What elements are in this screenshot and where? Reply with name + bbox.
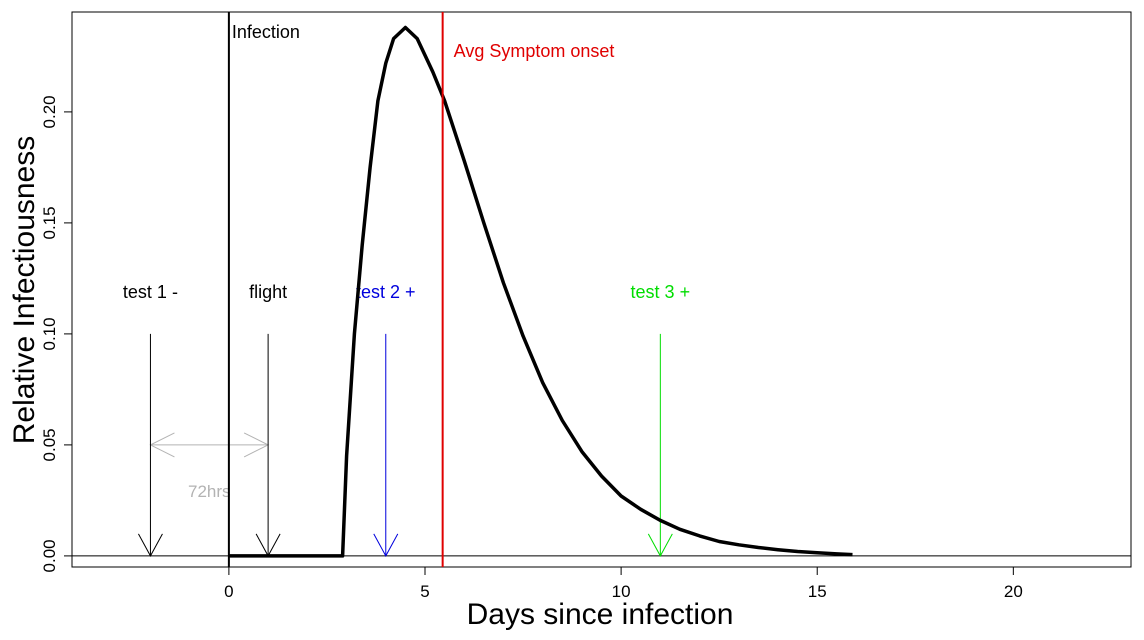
arrow-label: test 2 +: [356, 282, 416, 302]
chart-marks: 0 5 10 15 20 0.00 0.05 0.10 0.15 0.20 72hrs test 1 …: [40, 12, 1131, 601]
x-tick-label: 10: [612, 582, 631, 601]
x-tick-label: 15: [808, 582, 827, 601]
reference-line-label: Infection: [232, 22, 300, 42]
infectiousness-curve: [228, 25, 853, 558]
y-axis-title: Relative Infectiousness: [8, 136, 41, 445]
y-tick-label: 0.20: [40, 95, 59, 128]
arrow-label: flight: [249, 282, 287, 302]
arrow-head: [647, 533, 673, 557]
arrow-head: [138, 533, 163, 557]
arrow-label: test 3 +: [631, 282, 691, 302]
arrow-head: [373, 533, 399, 557]
y-tick-label: 0.00: [40, 539, 59, 572]
x-tick-label: 0: [224, 582, 233, 601]
x-tick-label: 20: [1004, 582, 1023, 601]
x-axis-title: Days since infection: [467, 598, 734, 631]
arrow-label: test 1 -: [123, 282, 178, 302]
interval-label: 72hrs: [188, 482, 231, 501]
plot-frame: [71, 11, 1132, 568]
x-tick-label: 5: [420, 582, 429, 601]
y-tick-label: 0.15: [40, 206, 59, 239]
y-tick-label: 0.10: [40, 317, 59, 350]
reference-line-label: Avg Symptom onset: [454, 41, 615, 61]
y-tick-label: 0.05: [40, 428, 59, 461]
